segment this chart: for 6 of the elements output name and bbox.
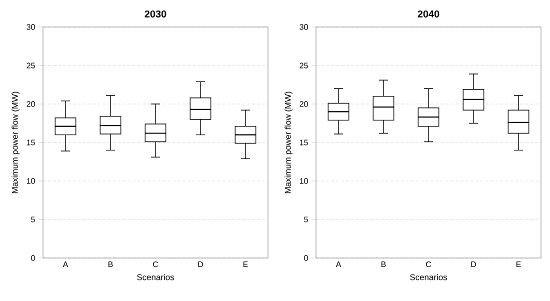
y-axis-title: Maximum power flow (MW)	[12, 92, 20, 194]
chart-title: 2040	[418, 10, 440, 18]
x-axis-title: Scenarios	[137, 274, 174, 280]
x-axis-title: Scenarios	[410, 274, 448, 280]
chart-title: 2030	[144, 10, 166, 18]
y-axis-title: Maximum power flow (MW)	[284, 92, 293, 194]
